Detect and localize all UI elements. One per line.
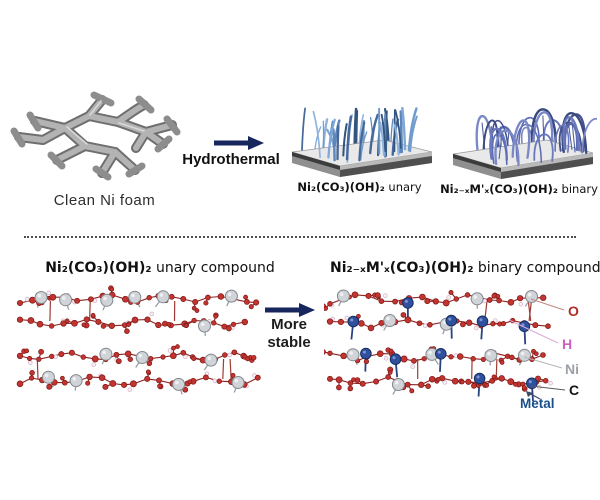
binary-nanowire-illustration [452,108,597,179]
more-stable-caption: More stable [253,316,325,352]
unary-sample-caption: Ni₂(CO₃)(OH)₂ unary [282,180,437,194]
legend-hydrogen: H [562,336,573,352]
hydrothermal-caption: Hydrothermal [182,151,280,168]
binary-compound-suffix: binary compound [473,260,600,276]
more-stable-arrow-icon [265,303,315,317]
foam-caption: Clean Ni foam [53,192,156,209]
unary-suffix: unary [384,180,422,194]
binary-compound-formula: Ni₂₋ₓM'ₓ(CO₃)(OH)₂ [330,260,474,276]
unary-compound-title: Ni₂(CO₃)(OH)₂ unary compound [30,259,290,276]
ni-foam-illustration [10,91,181,181]
legend-nickel: Ni [565,361,579,377]
unary-crystal-structure [16,285,261,395]
binary-suffix: binary [557,182,598,196]
binary-sample-caption: Ni₂₋ₓM'ₓ(CO₃)(OH)₂ binary [438,182,600,196]
unary-compound-formula: Ni₂(CO₃)(OH)₂ [45,260,152,276]
unary-compound-suffix: unary compound [151,260,275,276]
more-stable-line1: More [271,316,307,333]
binary-crystal-structure [324,289,553,402]
binary-formula: Ni₂₋ₓM'ₓ(CO₃)(OH)₂ [440,182,558,196]
legend-oxygen: O [568,303,579,319]
more-stable-line2: stable [267,334,311,351]
legend-carbon: C [569,382,580,398]
binary-compound-title: Ni₂₋ₓM'ₓ(CO₃)(OH)₂ binary compound [330,259,600,276]
unary-formula: Ni₂(CO₃)(OH)₂ [297,180,385,194]
hydrothermal-arrow-icon [214,136,264,150]
dotted-divider [24,236,576,238]
legend-metal: Metal [520,396,555,411]
unary-nanowire-illustration [291,106,433,177]
